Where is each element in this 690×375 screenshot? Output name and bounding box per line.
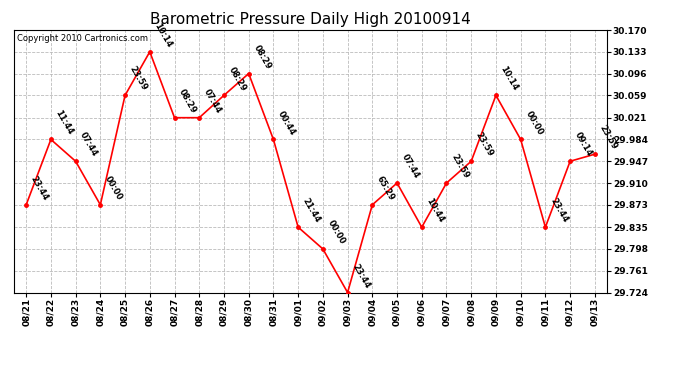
Text: 65:29: 65:29 xyxy=(375,174,396,202)
Text: 00:00: 00:00 xyxy=(326,219,346,246)
Text: 08:29: 08:29 xyxy=(227,65,248,93)
Text: 23:59: 23:59 xyxy=(449,153,471,180)
Text: 23:44: 23:44 xyxy=(548,197,569,224)
Text: 21:44: 21:44 xyxy=(301,196,322,224)
Text: 07:44: 07:44 xyxy=(202,87,223,115)
Title: Barometric Pressure Daily High 20100914: Barometric Pressure Daily High 20100914 xyxy=(150,12,471,27)
Text: 23:59: 23:59 xyxy=(474,131,495,159)
Text: 08:29: 08:29 xyxy=(177,87,198,115)
Text: 07:44: 07:44 xyxy=(79,131,99,159)
Text: 23:44: 23:44 xyxy=(29,174,50,202)
Text: 23:59: 23:59 xyxy=(128,65,149,93)
Text: 23:59: 23:59 xyxy=(598,124,619,152)
Text: 00:00: 00:00 xyxy=(524,110,544,137)
Text: 08:29: 08:29 xyxy=(251,44,273,71)
Text: 10:14: 10:14 xyxy=(499,65,520,93)
Text: 09:14: 09:14 xyxy=(573,131,594,159)
Text: 11:44: 11:44 xyxy=(54,109,75,137)
Text: 23:44: 23:44 xyxy=(351,262,371,290)
Text: 10:14: 10:14 xyxy=(152,21,174,49)
Text: 10:44: 10:44 xyxy=(424,197,446,224)
Text: Copyright 2010 Cartronics.com: Copyright 2010 Cartronics.com xyxy=(17,34,148,43)
Text: 00:44: 00:44 xyxy=(276,109,297,137)
Text: 00:00: 00:00 xyxy=(103,175,124,202)
Text: 07:44: 07:44 xyxy=(400,153,421,180)
